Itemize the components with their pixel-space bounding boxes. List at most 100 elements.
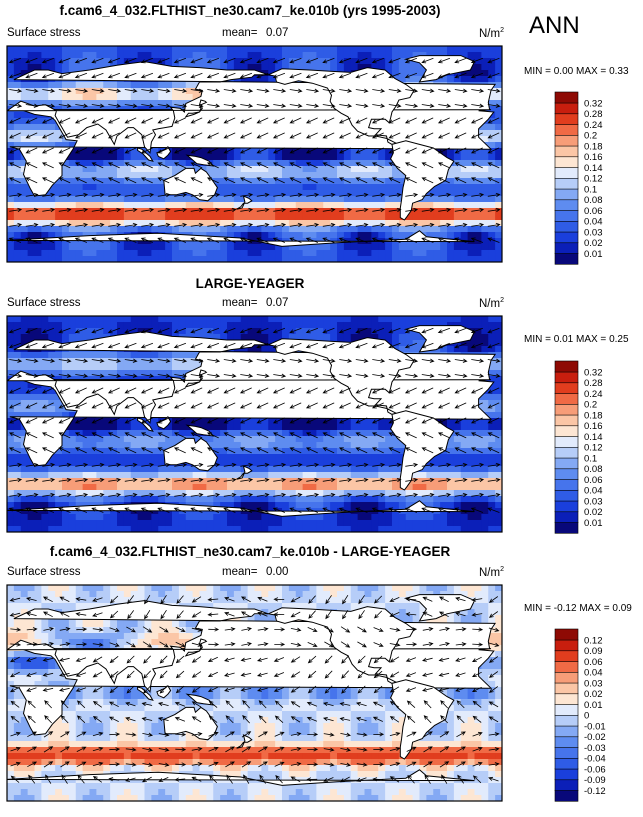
field-cell	[426, 106, 434, 113]
field-cell	[137, 52, 146, 59]
field-cell	[467, 118, 476, 125]
field-cell	[282, 256, 290, 262]
field-cell	[27, 112, 36, 119]
field-cell	[7, 316, 15, 323]
field-cell	[288, 142, 297, 149]
field-cell	[96, 412, 104, 419]
panel-2-units: N/m2	[479, 297, 504, 310]
field-cell	[68, 208, 77, 215]
field-cell	[295, 400, 304, 407]
field-cell	[110, 154, 118, 161]
field-cell	[474, 418, 482, 425]
field-cell	[62, 250, 70, 257]
field-cell	[337, 394, 345, 401]
stress-vector	[157, 147, 170, 154]
field-cell	[467, 400, 476, 407]
field-cell	[371, 376, 379, 383]
field-cell	[440, 196, 448, 203]
field-cell	[178, 382, 187, 389]
field-cell	[371, 412, 379, 419]
field-cell	[172, 352, 180, 359]
field-cell	[371, 184, 379, 191]
field-cell	[330, 370, 338, 377]
field-cell	[261, 328, 269, 335]
field-cell	[309, 46, 317, 53]
field-cell	[316, 358, 324, 365]
field-cell	[227, 394, 235, 401]
field-cell	[158, 334, 166, 341]
field-cell	[474, 382, 482, 389]
field-cell	[309, 334, 317, 341]
field-cell	[295, 448, 304, 455]
field-cell	[447, 238, 455, 245]
field-cell	[337, 472, 345, 479]
field-cell	[488, 412, 496, 419]
field-cell	[467, 172, 476, 179]
field-cell	[27, 58, 36, 65]
field-cell	[453, 52, 462, 59]
field-cell	[34, 418, 42, 425]
field-cell	[350, 166, 359, 173]
field-cell	[48, 106, 56, 113]
field-cell	[302, 64, 311, 71]
field-cell	[68, 448, 77, 455]
field-cell	[34, 76, 42, 83]
field-cell	[378, 178, 386, 185]
field-cell	[495, 400, 502, 407]
field-cell	[220, 466, 228, 473]
field-cell	[7, 124, 15, 131]
field-cell	[62, 394, 70, 401]
field-cell	[268, 424, 276, 431]
field-cell	[392, 316, 400, 323]
field-cell	[48, 88, 56, 95]
field-cell	[165, 136, 173, 143]
field-cell	[460, 466, 469, 473]
stress-vector	[454, 57, 467, 64]
field-cell	[316, 142, 324, 149]
field-cell	[275, 70, 283, 77]
field-cell	[398, 64, 407, 71]
field-cell	[254, 322, 262, 329]
field-cell	[330, 124, 338, 131]
field-cell	[185, 454, 194, 461]
field-cell	[323, 142, 331, 149]
field-cell	[295, 208, 304, 215]
field-cell	[48, 256, 56, 262]
field-cell	[137, 394, 146, 401]
stress-vector	[8, 147, 21, 154]
field-cell	[392, 346, 400, 353]
field-cell	[481, 418, 489, 425]
field-cell	[385, 364, 393, 371]
field-cell	[144, 316, 152, 323]
field-cell	[282, 154, 290, 161]
field-cell	[398, 316, 407, 323]
field-cell	[123, 460, 132, 467]
field-cell	[227, 190, 235, 197]
field-cell	[295, 412, 304, 419]
field-cell	[13, 166, 22, 173]
field-cell	[110, 130, 118, 137]
field-cell	[151, 46, 159, 53]
field-cell	[89, 412, 97, 419]
field-cell	[96, 232, 104, 239]
field-cell	[330, 322, 338, 329]
field-cell	[110, 382, 118, 389]
field-cell	[309, 58, 317, 65]
field-cell	[275, 256, 283, 262]
field-cell	[117, 166, 125, 173]
field-cell	[75, 334, 84, 341]
field-cell	[309, 214, 317, 221]
field-cell	[227, 424, 235, 431]
field-cell	[350, 454, 359, 461]
field-cell	[254, 100, 262, 107]
stress-vector	[487, 222, 501, 228]
field-cell	[453, 94, 462, 101]
field-cell	[481, 466, 489, 473]
field-cell	[364, 430, 372, 437]
field-cell	[144, 154, 152, 161]
field-cell	[460, 256, 469, 262]
field-cell	[34, 160, 42, 167]
colorbar-swatch	[554, 123, 579, 136]
stress-vector	[58, 207, 72, 213]
field-cell	[117, 148, 125, 155]
